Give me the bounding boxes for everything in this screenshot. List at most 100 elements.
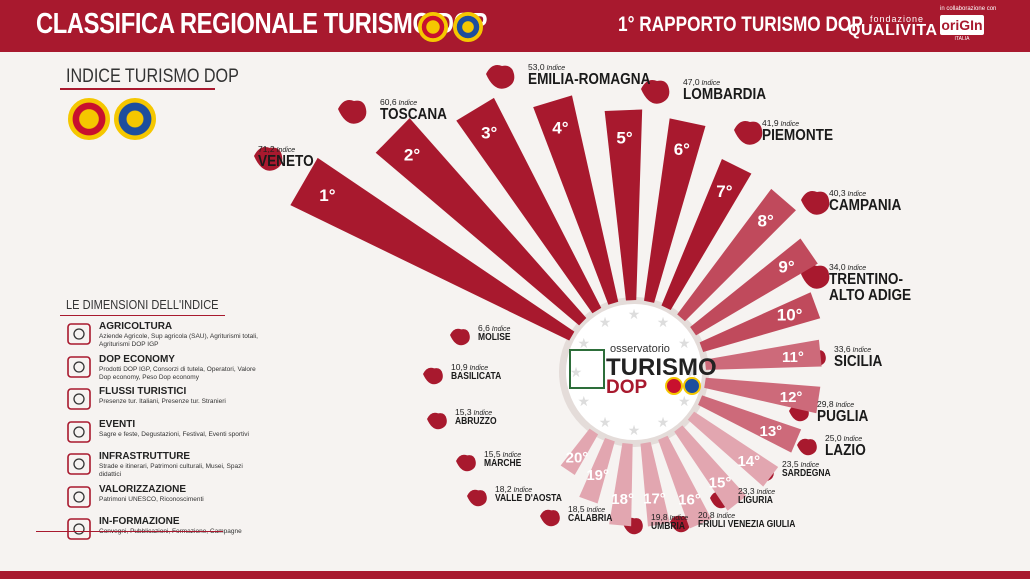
star-icon: ★ — [570, 364, 583, 380]
rank-label: 17° — [643, 490, 666, 507]
center-disc — [566, 304, 702, 440]
region-name: MOLISE — [478, 332, 511, 343]
osservatorio-logo-icon — [569, 349, 605, 389]
index-word: Indice — [778, 121, 800, 128]
map-pin-icon — [66, 451, 92, 477]
dimension-desc: Strade e itinerari, Patrimoni culturali,… — [99, 463, 243, 478]
bar-friuli-venezia-giulia — [698, 395, 802, 453]
region-value: 15,3 Indice — [455, 407, 492, 417]
region-name: VENETO — [258, 153, 314, 170]
index-word: Indice — [396, 100, 418, 107]
value-number: 23,5 — [782, 459, 799, 469]
dimension-desc: Presenze tur. Italiani, Presenze tur. St… — [99, 398, 226, 405]
star-icon: ★ — [657, 314, 670, 330]
region-shape-icon — [254, 147, 283, 171]
value-number: 29,8 — [817, 399, 834, 409]
index-word: Indice — [841, 436, 863, 443]
region-value: 18,5 Indice — [568, 504, 605, 514]
region-value: 6,6 Indice — [478, 323, 510, 333]
value-number: 18,5 — [568, 504, 585, 514]
region-name: VALLE D'AOSTA — [495, 493, 562, 504]
rank-label: 3° — [481, 124, 497, 143]
value-number: 15,3 — [455, 407, 472, 417]
value-number: 33,6 — [834, 344, 851, 354]
bar-umbria — [687, 411, 779, 487]
bar-trentino-alto-adige — [661, 158, 752, 311]
report-title: 1° RAPPORTO TURISMO DOP — [618, 13, 863, 36]
divider — [60, 88, 215, 90]
index-word: Indice — [500, 452, 522, 459]
footer-bar — [0, 571, 1030, 579]
index-word: Indice — [667, 515, 689, 522]
igp-seal-icon — [114, 98, 156, 140]
bar-puglia — [690, 238, 818, 336]
region-name: LIGURIA — [738, 495, 773, 506]
logo-dop: DOP — [606, 377, 648, 398]
rank-label: 5° — [616, 129, 632, 148]
value-number: 18,2 — [495, 484, 512, 494]
star-icon: ★ — [577, 335, 590, 351]
divider — [36, 531, 223, 532]
dop-seal-icon — [68, 98, 110, 140]
index-word: Indice — [798, 462, 820, 469]
star-icon: ★ — [686, 364, 699, 380]
region-value: 25,0 Indice — [825, 433, 862, 443]
rank-label: 18° — [611, 491, 634, 508]
region-value: 20,8 Indice — [698, 510, 735, 520]
rank-label: 7° — [716, 182, 732, 201]
region-name: PUGLIA — [817, 408, 869, 425]
value-number: 20,8 — [698, 510, 715, 520]
people-icon — [66, 516, 92, 542]
bar-valle-d-aosta — [658, 435, 712, 529]
region-value: 41,9 Indice — [762, 118, 799, 128]
value-number: 25,0 — [825, 433, 842, 443]
region-name: SICILIA — [834, 353, 883, 370]
rank-label: 15° — [709, 475, 732, 492]
region-shape-icon — [641, 80, 670, 104]
index-word: Indice — [714, 513, 736, 520]
dimension-name: DOP ECONOMY — [99, 353, 175, 365]
region-shape-icon — [450, 328, 470, 346]
region-value: 40,3 Indice — [829, 188, 866, 198]
rank-label: 10° — [777, 306, 803, 325]
region-name: ABRUZZO — [455, 416, 497, 427]
igp-seal-icon — [683, 377, 701, 395]
region-name: LAZIO — [825, 442, 866, 459]
rank-label: 13° — [759, 423, 782, 440]
dimension-desc: Patrimoni UNESCO, Riconoscimenti — [99, 495, 204, 503]
value-number: 47,0 — [683, 77, 700, 87]
region-value: 71,2 Indice — [258, 144, 295, 154]
dimension-desc: Prodotti DOP IGP, Consorzi di tutela, Op… — [99, 365, 256, 381]
region-name: TOSCANA — [380, 106, 448, 123]
region-name: MARCHE — [484, 458, 522, 469]
region-value: 10,9 Indice — [451, 362, 488, 372]
region-value: 34,0 Indice — [829, 262, 866, 272]
region-shape-icon — [423, 367, 443, 385]
region-name: CAMPANIA — [829, 197, 902, 214]
bar-sardegna — [704, 339, 822, 370]
brand-small: fondazione — [870, 14, 925, 24]
logo-small: osservatorio — [610, 343, 670, 355]
rank-label: 11° — [782, 349, 804, 366]
region-value: 53,0 Indice — [528, 62, 565, 72]
origin-logo: oriGIn — [940, 15, 984, 35]
region-shape-icon — [467, 489, 487, 507]
region-name: TRENTINO- ALTO ADIGE — [829, 271, 912, 304]
dimension-name: FLUSSI TURISTICI — [99, 386, 187, 397]
region-shape-icon — [801, 191, 830, 215]
region-name: SARDEGNA — [782, 468, 831, 479]
index-word: Indice — [489, 326, 511, 333]
region-name: BASILICATA — [451, 371, 502, 382]
region-value: 23,3 Indice — [738, 486, 775, 496]
value-number: 53,0 — [528, 62, 545, 72]
region-shape-icon — [338, 100, 367, 124]
globe-icon — [66, 386, 92, 412]
region-name: LOMBARDIA — [683, 86, 767, 103]
index-word: Indice — [754, 489, 776, 496]
rank-label: 16° — [678, 491, 701, 508]
region-name: FRIULI VENEZIA GIULIA — [698, 519, 796, 530]
index-word: Indice — [699, 80, 721, 87]
index-word: Indice — [845, 191, 867, 198]
rank-label: 9° — [778, 258, 794, 277]
